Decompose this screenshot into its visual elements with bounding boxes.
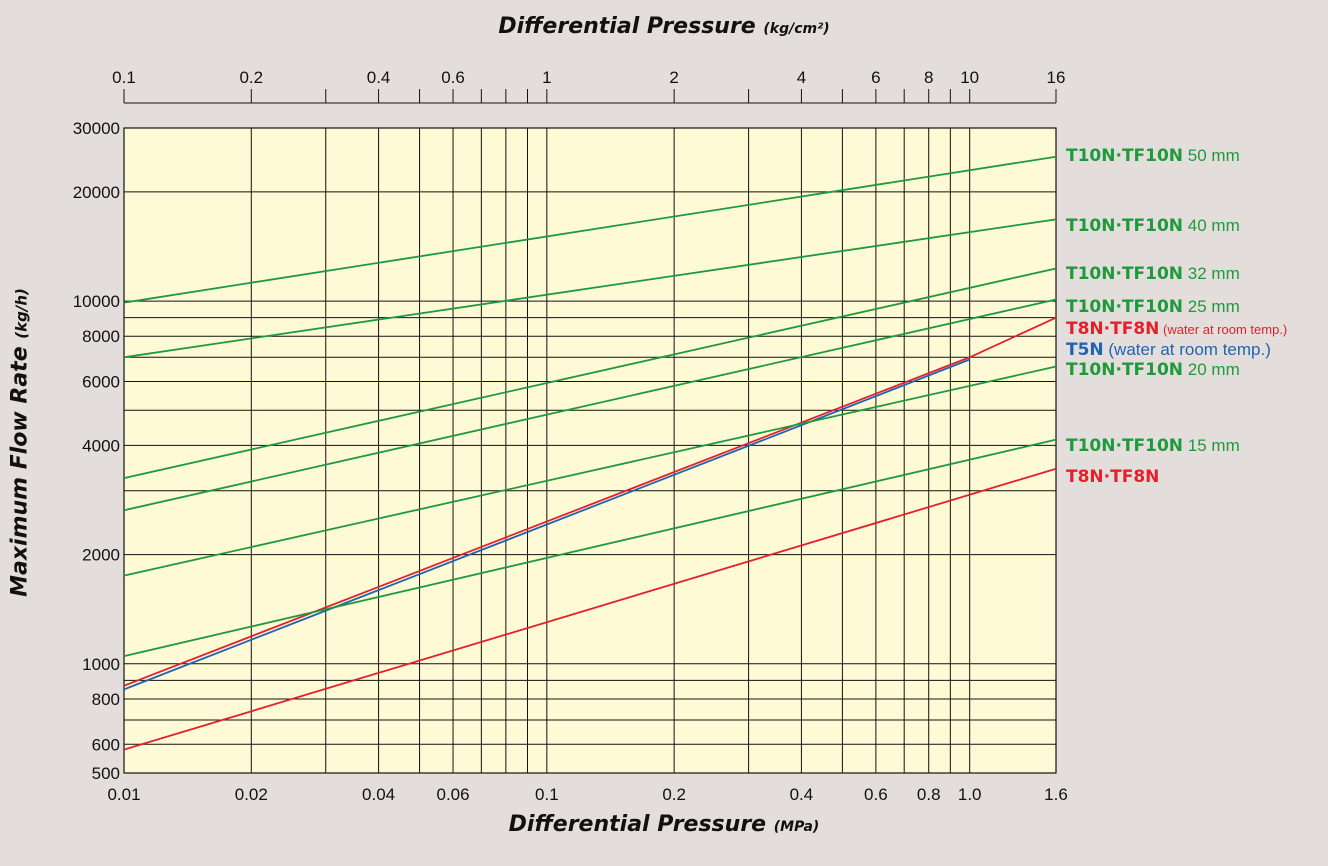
- series-label: T10N·TF10N 32 mm: [1066, 264, 1240, 284]
- series-line: [123, 267, 1057, 480]
- top-axis-tick-label: 0.1: [112, 68, 136, 87]
- x-axis-tick-label: 0.4: [790, 785, 814, 804]
- x-axis-tick-label: 0.1: [535, 785, 559, 804]
- top-axis-tick-label: 1: [542, 68, 551, 87]
- series-label: T8N·TF8N: [1066, 467, 1159, 487]
- y-axis-tick-label: 1000: [82, 655, 120, 674]
- x-axis-tick-label: 0.01: [107, 785, 140, 804]
- y-axis-tick-label: 8000: [82, 327, 120, 346]
- top-axis-tick-label: 8: [924, 68, 933, 87]
- x-axis-tick-label: 0.8: [917, 785, 941, 804]
- top-axis-tick-label: 0.2: [239, 68, 263, 87]
- plot-area: [124, 128, 1056, 773]
- x-axis-title-text: Differential Pressure: [508, 812, 767, 837]
- x-axis-tick-label: 0.02: [235, 785, 268, 804]
- y-axis-tick-label: 2000: [82, 546, 120, 565]
- series-line: [123, 316, 1057, 687]
- top-axis-tick-label: 10: [960, 68, 979, 87]
- top-axis-title-text: Differential Pressure: [498, 14, 756, 39]
- series-label: T5N (water at room temp.): [1066, 340, 1271, 360]
- x-axis-unit: (MPa): [773, 819, 820, 835]
- top-axis-tick-label: 2: [669, 68, 678, 87]
- series-label: T10N·TF10N 50 mm: [1066, 146, 1240, 166]
- top-axis-tick-label: 0.6: [441, 68, 465, 87]
- x-axis-title: Differential Pressure (MPa): [0, 812, 1328, 837]
- series-label: T8N·TF8N (water at room temp.): [1066, 319, 1287, 339]
- x-axis-tick-label: 0.6: [864, 785, 888, 804]
- plot-frame: [123, 127, 1057, 774]
- top-axis-unit: (kg/cm²): [763, 21, 830, 37]
- top-axis-tick-label: 0.4: [367, 68, 391, 87]
- series-line: [123, 298, 1057, 512]
- top-axis-title: Differential Pressure (kg/cm²): [0, 14, 1328, 39]
- y-axis-tick-label: 30000: [73, 119, 120, 138]
- y-axis-tick-label: 500: [92, 764, 120, 783]
- y-axis-tick-label: 4000: [82, 436, 120, 455]
- x-axis-tick-label: 1.0: [958, 785, 982, 804]
- series-label: T10N·TF10N 40 mm: [1066, 216, 1240, 236]
- x-axis-tick-label: 0.2: [662, 785, 686, 804]
- series-line: [123, 467, 1057, 751]
- series-label: T10N·TF10N 25 mm: [1066, 297, 1240, 317]
- x-axis-tick-label: 0.06: [436, 785, 469, 804]
- series-line: [123, 358, 971, 691]
- top-axis-tick-label: 4: [797, 68, 806, 87]
- top-axis-tick-label: 16: [1047, 68, 1066, 87]
- series-line: [123, 155, 1057, 304]
- series-label: T10N·TF10N 20 mm: [1066, 360, 1240, 380]
- x-axis-tick-label: 1.6: [1044, 785, 1068, 804]
- y-axis-tick-label: 6000: [82, 373, 120, 392]
- series-line: [123, 218, 1057, 359]
- y-axis-tick-label: 800: [92, 690, 120, 709]
- x-axis-tick-label: 0.04: [362, 785, 395, 804]
- series-line: [123, 365, 1057, 577]
- y-axis-tick-label: 600: [92, 735, 120, 754]
- top-axis-tick-label: 6: [871, 68, 880, 87]
- y-axis-tick-label: 10000: [73, 292, 120, 311]
- y-axis-tick-label: 20000: [73, 183, 120, 202]
- series-line: [123, 438, 1057, 657]
- series-label: T10N·TF10N 15 mm: [1066, 436, 1240, 456]
